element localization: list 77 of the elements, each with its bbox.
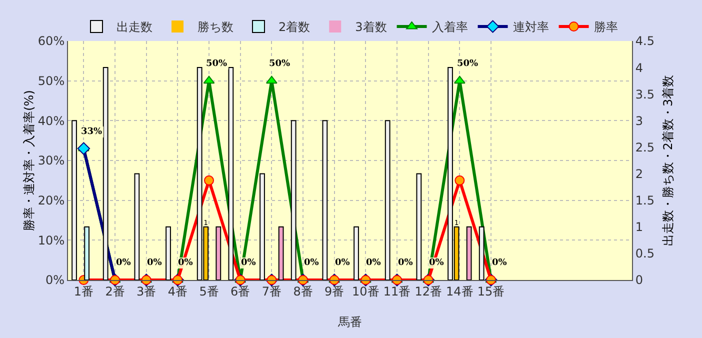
y-tick-label: 50% [38, 74, 65, 88]
x-tick-label: 7番 [262, 284, 282, 298]
bar [166, 226, 171, 280]
y2-tick-label: 4 [635, 60, 644, 75]
y-tick-label: 30% [38, 154, 65, 168]
bar [228, 67, 234, 280]
point [203, 76, 215, 84]
y2-tick-label: 3 [635, 114, 644, 128]
y2-tick-label: 2 [635, 166, 644, 181]
y2-tick-label: 2.5 [635, 140, 654, 154]
x-tick-label: 1番 [74, 284, 94, 298]
bar [72, 120, 77, 280]
data-label: 50% [457, 59, 479, 69]
bar [134, 173, 140, 280]
point [454, 76, 466, 84]
bar [84, 226, 90, 280]
point [454, 175, 465, 186]
legend-label: 出走数 [116, 20, 152, 34]
x-tick-label: 8番 [293, 284, 313, 298]
bar [384, 120, 390, 280]
point [266, 76, 278, 84]
y2-tick-label: 1.5 [635, 194, 654, 208]
y2-tick-label: 0 [635, 273, 644, 288]
y-tick-label: 60% [38, 34, 65, 48]
data-label: 33% [81, 127, 103, 137]
x-tick-label: 5番 [199, 284, 219, 298]
legend-label: 勝率 [594, 20, 618, 34]
y-tick-label: 20% [38, 194, 65, 208]
legend-label: 連対率 [512, 20, 549, 34]
y2-tick-label: 0.5 [635, 246, 654, 261]
y2-tick-label: 3.5 [635, 87, 654, 102]
data-label: 0% [147, 258, 162, 268]
y-axis-title: 勝率・連対率・入着率(%) [22, 90, 36, 231]
data-label: 0% [241, 258, 256, 268]
bar [354, 226, 359, 280]
x-tick-label: 2番 [105, 284, 125, 298]
bar [290, 120, 296, 280]
x-tick-label: 6番 [230, 284, 250, 298]
data-label: 50% [269, 59, 291, 69]
x-tick-label: 11番 [383, 284, 411, 298]
x-tick-label: 15番 [477, 284, 505, 298]
legend-label: 入着率 [432, 20, 468, 34]
x-tick-label: 10番 [352, 284, 380, 298]
x-tick-label: 12番 [414, 284, 442, 298]
bar [278, 226, 284, 280]
bar [466, 226, 472, 280]
y2-tick-label: 4.5 [635, 34, 654, 48]
data-label: 0% [398, 258, 414, 268]
bar [102, 67, 108, 280]
data-label: 0% [429, 258, 444, 268]
bar [216, 226, 222, 280]
legend-label: 2着数 [278, 20, 310, 34]
y-tick-label: 40% [38, 114, 65, 128]
y2-tick-label: 1 [635, 220, 644, 234]
bar [416, 173, 422, 280]
data-label: 0% [492, 258, 508, 268]
x-tick-label: 4番 [168, 284, 188, 298]
legend-label: 勝ち数 [198, 20, 234, 34]
bar [478, 226, 484, 280]
data-label: 0% [178, 258, 194, 268]
x-axis-title: 馬番 [337, 315, 362, 329]
data-label: 0% [116, 258, 132, 268]
bar [322, 120, 328, 280]
bar [260, 173, 265, 280]
x-tick-label: 14番 [446, 284, 474, 298]
y-tick-label: 0% [46, 273, 65, 288]
data-label: 0% [304, 258, 320, 268]
data-label: 0% [366, 258, 382, 268]
point [204, 175, 214, 186]
data-label: 50% [206, 59, 228, 69]
y-tick-label: 10% [38, 233, 65, 248]
point [77, 142, 90, 155]
legend-label: 3着数 [355, 20, 387, 34]
y2-axis-title: 出走数・勝ち数・2着数・3着数 [661, 74, 675, 246]
x-tick-label: 9番 [324, 284, 344, 298]
data-label: 0% [335, 258, 350, 268]
x-tick-label: 3番 [136, 284, 156, 298]
